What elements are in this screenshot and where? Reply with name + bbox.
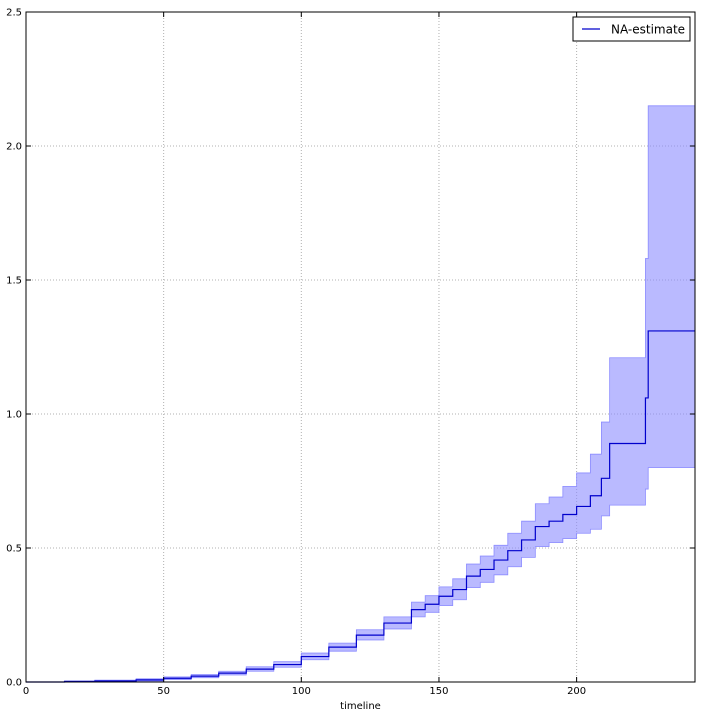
legend-label: NA-estimate <box>611 23 685 37</box>
x-axis-title: timeline <box>340 701 381 712</box>
y-tick-label: 0.5 <box>6 544 22 555</box>
grid <box>26 12 695 682</box>
x-tick-label: 0 <box>23 686 29 697</box>
y-tick-label: 2.5 <box>6 8 22 19</box>
x-tick-label: 150 <box>429 686 448 697</box>
y-tick-label: 1.5 <box>6 276 22 287</box>
x-tick-label: 100 <box>292 686 311 697</box>
na-estimate-line <box>26 330 695 683</box>
ticks: 0 50 100 150 200 0.0 0.5 1.0 1.5 2.0 2.5 <box>6 8 695 697</box>
x-tick-label: 200 <box>567 686 586 697</box>
series-line <box>26 330 695 683</box>
y-tick-label: 0.0 <box>6 678 22 689</box>
plot-frame <box>25 11 696 683</box>
y-tick-label: 1.0 <box>6 410 22 421</box>
legend: NA-estimate <box>572 16 691 42</box>
y-tick-label: 2.0 <box>6 142 22 153</box>
x-tick-label: 50 <box>157 686 170 697</box>
